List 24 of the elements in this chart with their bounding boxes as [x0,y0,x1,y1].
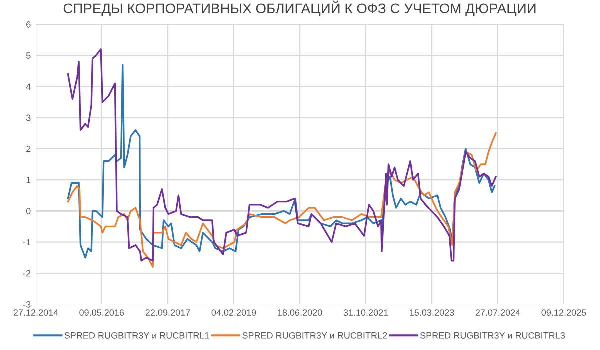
y-tick-label: 0 [26,208,31,215]
chart-title: СПРЕДЫ КОРПОРАТИВНЫХ ОБЛИГАЦИЙ К ОФЗ С УЧЕТОМ ДЮРАЦИИ [64,0,536,16]
x-tick-label: 27.07.2024 [476,310,520,316]
y-tick-label: 5 [26,52,31,59]
y-tick-label: 1 [26,177,31,184]
x-tick-label: 18.06.2020 [278,310,322,316]
y-tick-label: 6 [26,21,31,28]
legend-label: SPRED RUGBITR3Y и RUCBITRL2 [242,332,388,339]
y-tick-label: -1 [24,239,31,246]
y-tick-label: 3 [26,114,31,122]
x-tick-label: 15.03.2023 [410,310,454,316]
x-tick-label: 09.12.2025 [542,310,586,316]
x-tick-label: 09.05.2016 [80,310,124,316]
x-tick-label: 04.02.2019 [212,310,256,316]
legend-label: SPRED RUGBITR3Y и RUCBITRL1 [64,332,210,339]
x-tick-label: 22.09.2017 [146,310,190,316]
line-series [67,132,497,268]
x-tick-label: 27.12.2014 [14,310,58,316]
y-tick-label: -2 [24,270,31,277]
y-tick-label: 2 [26,146,31,152]
x-tick-label: 31.10.2021 [344,310,388,316]
y-tick-label: 4 [26,84,31,90]
y-tick-label: -3 [24,301,31,308]
legend-label: SPRED RUGBITR3Y и RUCBITRL3 [420,332,566,339]
